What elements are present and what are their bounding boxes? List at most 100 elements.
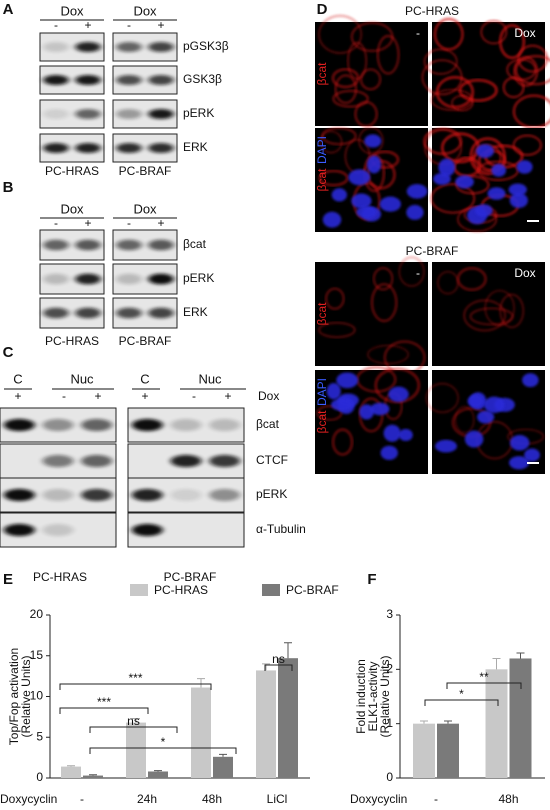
- blot-band: [75, 142, 101, 154]
- bar: [191, 687, 211, 778]
- x-tick-label: -: [434, 792, 438, 806]
- cell-membrane: [484, 290, 515, 326]
- blot-band: [131, 488, 163, 502]
- blot-band: [42, 454, 74, 468]
- significance-bracket: [264, 664, 293, 671]
- cell-membrane: [371, 283, 398, 322]
- dox-label: Dox: [133, 201, 157, 216]
- blot-band: [116, 239, 142, 251]
- cell-label: PC-BRAF: [164, 570, 217, 584]
- bar: [485, 669, 508, 778]
- dox-label: Dox: [133, 3, 157, 18]
- error-bar: [89, 774, 97, 776]
- lane-sign: +: [224, 389, 231, 403]
- blot-band: [43, 41, 69, 53]
- bar: [413, 723, 435, 778]
- cell-membrane: [499, 293, 524, 328]
- x-axis-label: Doxycyclin: [350, 792, 407, 806]
- blot-band: [3, 418, 35, 432]
- bar: [256, 670, 276, 778]
- lane-sign: +: [141, 389, 148, 403]
- cell-membrane: [358, 127, 384, 154]
- nucleus: [487, 187, 506, 200]
- cell-membrane: [316, 405, 343, 421]
- cell-label: PC-HRAS: [45, 164, 99, 178]
- micrograph: [432, 262, 545, 366]
- cell-membrane: [325, 287, 345, 310]
- micrograph: [315, 262, 428, 366]
- protein-label: ERK: [183, 140, 208, 154]
- protein-label: CTCF: [256, 453, 288, 467]
- significance-label: **: [479, 670, 489, 684]
- cell-membrane: [451, 95, 474, 112]
- nucleus: [522, 373, 539, 388]
- condition-label: -: [416, 266, 420, 280]
- blot-band: [131, 523, 163, 537]
- cell-membrane: [373, 267, 394, 291]
- nucleus: [433, 172, 451, 185]
- cell-membrane: [425, 383, 459, 413]
- blot-band: [209, 454, 241, 468]
- lane-sign: +: [84, 216, 91, 230]
- lane-sign: -: [54, 18, 58, 32]
- blot-band: [43, 307, 69, 319]
- cell-membrane: [430, 183, 476, 214]
- cell-membrane: [332, 89, 369, 108]
- cell-label: PC-BRAF: [406, 244, 459, 258]
- cell-membrane: [431, 89, 474, 111]
- protein-label: βcat: [256, 417, 280, 431]
- significance-bracket: [59, 707, 149, 714]
- error-bar: [516, 652, 525, 659]
- significance-label: ns: [127, 714, 140, 728]
- fraction-label: Nuc: [70, 371, 94, 386]
- blot-band: [116, 307, 142, 319]
- y-axis-label: Fold induction: [354, 659, 368, 734]
- x-tick-label: -: [80, 792, 84, 806]
- nucleus: [388, 386, 409, 403]
- cell-membrane: [354, 101, 378, 128]
- nucleus: [366, 155, 382, 174]
- panel-letter: F: [367, 571, 376, 588]
- cell-membrane: [436, 76, 474, 109]
- stain-label: DAPI: [315, 378, 329, 406]
- blot-band: [116, 273, 142, 285]
- lane-sign: -: [62, 389, 66, 403]
- cell-membrane: [347, 42, 367, 80]
- blot-band: [75, 108, 101, 120]
- nucleus: [464, 430, 484, 448]
- blot-band: [42, 418, 74, 432]
- nucleus: [475, 204, 493, 217]
- cell-label: PC-HRAS: [33, 570, 87, 584]
- significance-label: ns: [272, 652, 285, 666]
- y-tick-label: 2: [386, 662, 393, 676]
- blot-band: [148, 108, 174, 120]
- protein-label: GSK3β: [183, 72, 222, 86]
- error-bar: [492, 657, 501, 670]
- fraction-label: Nuc: [198, 371, 222, 386]
- cell-membrane: [480, 20, 507, 45]
- y-axis-label: (Relative Units): [19, 655, 33, 737]
- bar: [126, 722, 146, 778]
- nucleus: [467, 394, 484, 408]
- nucleus: [322, 211, 342, 228]
- cell-membrane: [512, 134, 542, 156]
- significance-label: ***: [97, 695, 111, 709]
- blot-band: [148, 41, 174, 53]
- blot-band: [209, 418, 241, 432]
- blot-band: [75, 239, 101, 251]
- stain-label: DAPI: [315, 136, 329, 164]
- nucleus: [438, 158, 456, 177]
- cell-label: PC-BRAF: [119, 334, 172, 348]
- blot-band: [3, 523, 35, 537]
- panel-letter: E: [3, 571, 13, 588]
- cell-membrane: [376, 35, 400, 75]
- stain-label: βcat: [315, 62, 329, 86]
- bar: [148, 771, 168, 778]
- cell-label: PC-BRAF: [119, 164, 172, 178]
- cell-membrane: [360, 68, 382, 91]
- blot-band: [75, 41, 101, 53]
- nucleus: [336, 372, 359, 389]
- blot-band: [148, 142, 174, 154]
